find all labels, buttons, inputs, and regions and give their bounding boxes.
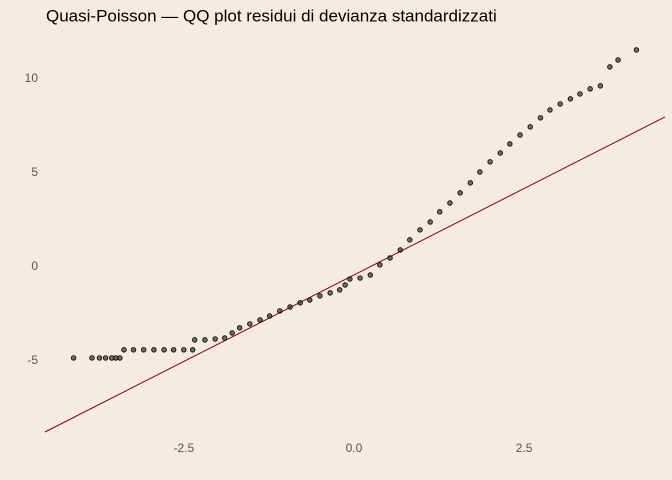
point: [70, 355, 77, 361]
point: [221, 335, 228, 341]
point: [615, 57, 621, 63]
point: [407, 237, 413, 243]
x-tick-label: -2.5: [173, 441, 194, 455]
point: [577, 91, 583, 97]
point: [307, 297, 313, 303]
point: [367, 272, 374, 278]
x-tick-label: 2.5: [516, 441, 533, 455]
point: [437, 209, 443, 215]
point: [202, 337, 208, 343]
point: [517, 132, 523, 138]
chart-title: Quasi-Poisson — QQ plot residui di devia…: [46, 6, 497, 25]
point: [189, 347, 196, 353]
point: [140, 347, 147, 353]
point: [537, 115, 544, 121]
point: [387, 255, 393, 261]
point: [607, 64, 613, 70]
point: [327, 290, 333, 296]
point: [467, 180, 474, 186]
point: [477, 169, 483, 175]
x-tick-label: 0.0: [346, 441, 363, 455]
point: [507, 141, 513, 147]
y-tick-label: 10: [25, 71, 39, 85]
y-tick-label: -5: [27, 353, 38, 367]
point: [417, 227, 423, 233]
point: [487, 159, 493, 165]
point: [342, 282, 348, 288]
point: [151, 347, 157, 353]
point: [357, 275, 363, 281]
point: [547, 107, 553, 113]
point: [347, 276, 353, 282]
point: [317, 293, 323, 299]
point: [336, 287, 343, 293]
reference-line: [44, 116, 666, 433]
point: [397, 247, 403, 253]
point: [130, 347, 137, 353]
point: [633, 47, 640, 53]
point: [257, 317, 263, 323]
point: [192, 337, 198, 343]
point: [266, 313, 273, 319]
point: [121, 347, 127, 353]
point: [247, 321, 253, 327]
point: [89, 355, 95, 361]
point: [557, 101, 563, 107]
point: [229, 330, 235, 336]
point: [597, 83, 604, 89]
point: [287, 304, 293, 310]
y-tick-label: 0: [31, 259, 38, 273]
point: [297, 300, 303, 306]
point: [527, 124, 533, 130]
point: [96, 355, 103, 361]
point: [181, 347, 187, 353]
point: [117, 355, 123, 361]
point: [587, 86, 593, 92]
point: [447, 200, 453, 206]
point: [102, 355, 109, 361]
point: [212, 336, 218, 342]
point: [377, 262, 383, 268]
point: [236, 325, 243, 331]
point: [170, 347, 177, 353]
point: [497, 150, 504, 156]
point: [161, 347, 167, 353]
point: [567, 96, 574, 102]
y-tick-label: 5: [31, 165, 38, 179]
point: [277, 308, 283, 314]
point: [427, 219, 433, 225]
point: [457, 190, 463, 196]
